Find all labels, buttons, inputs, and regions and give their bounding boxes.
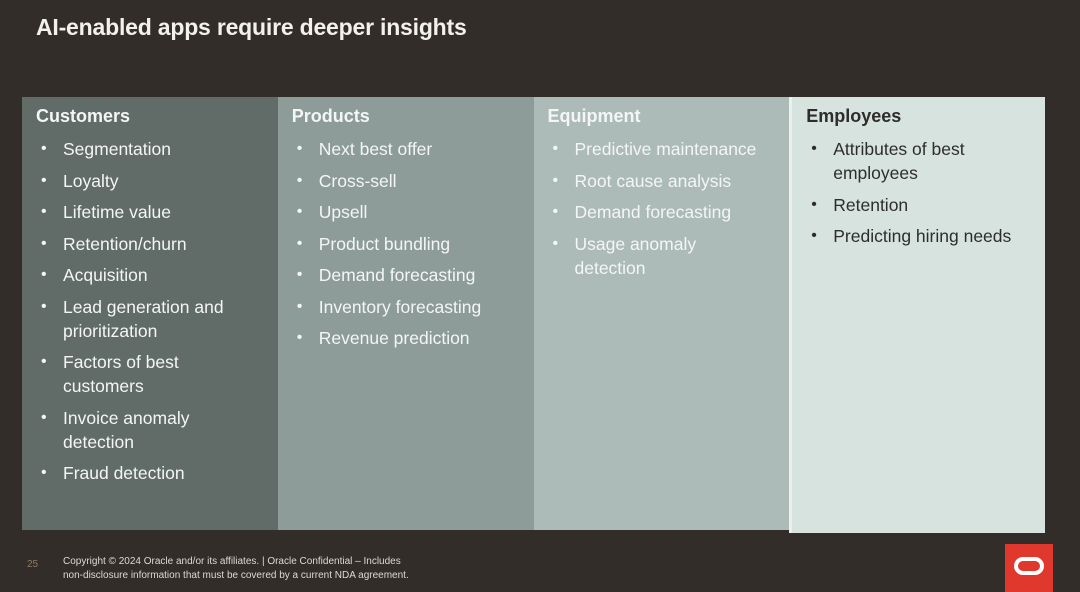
- oracle-logo: [1005, 544, 1053, 592]
- list-item: Product bundling: [292, 232, 510, 256]
- column-items-equipment: Predictive maintenance Root cause analysi…: [548, 137, 766, 280]
- list-item: Next best offer: [292, 137, 510, 161]
- list-item: Predicting hiring needs: [806, 224, 1021, 248]
- footer-copyright-line1: Copyright © 2024 Oracle and/or its affil…: [63, 556, 401, 567]
- column-title-customers: Customers: [36, 106, 131, 126]
- list-item: Retention/churn: [36, 232, 254, 256]
- list-item: Retention: [806, 193, 1021, 217]
- list-item: Cross-sell: [292, 169, 510, 193]
- list-item: Factors of best customers: [36, 350, 254, 398]
- column-employees: Employees Attributes of best employees Re…: [789, 97, 1045, 533]
- column-items-employees: Attributes of best employees Retention Pre…: [806, 137, 1021, 248]
- column-items-products: Next best offer Cross-sell Upsell Product b…: [292, 137, 510, 350]
- column-title-products: Products: [291, 106, 370, 126]
- list-item: Fraud detection: [36, 461, 254, 485]
- column-products: Products Next best offer Cross-sell Upsell…: [277, 97, 534, 530]
- list-item: Invoice anomaly detection: [36, 406, 254, 454]
- list-item: Demand forecasting: [548, 200, 766, 224]
- column-title-employees: Employees: [806, 106, 902, 126]
- list-item: Loyalty: [36, 169, 254, 193]
- list-item: Inventory forecasting: [292, 295, 510, 319]
- slide-title: AI-enabled apps require deeper insights: [36, 14, 467, 40]
- list-item: Lifetime value: [36, 200, 254, 224]
- insight-columns: Customers Segmentation Loyalty Lifetime va…: [22, 97, 1045, 533]
- list-item: Attributes of best employees: [806, 137, 1021, 185]
- oracle-o-icon: [1014, 556, 1044, 575]
- list-item: Revenue prediction: [292, 326, 510, 350]
- column-equipment: Equipment Predictive maintenance Root cau…: [533, 97, 790, 530]
- list-item: Lead generation and prioritization: [36, 295, 254, 343]
- list-item: Predictive maintenance: [548, 137, 766, 161]
- column-title-equipment: Equipment: [547, 106, 641, 126]
- footer-copyright: Copyright © 2024 Oracle and/or its affil…: [63, 555, 409, 582]
- list-item: Root cause analysis: [548, 169, 766, 193]
- list-item: Acquisition: [36, 263, 254, 287]
- page-number: 25: [27, 559, 39, 570]
- list-item: Segmentation: [36, 137, 254, 161]
- column-customers: Customers Segmentation Loyalty Lifetime va…: [22, 97, 278, 530]
- list-item: Usage anomaly detection: [548, 232, 766, 280]
- column-items-customers: Segmentation Loyalty Lifetime value Retenti…: [36, 137, 254, 485]
- list-item: Upsell: [292, 200, 510, 224]
- footer-copyright-line2: non-disclosure information that must be …: [63, 569, 409, 581]
- list-item: Demand forecasting: [292, 263, 510, 287]
